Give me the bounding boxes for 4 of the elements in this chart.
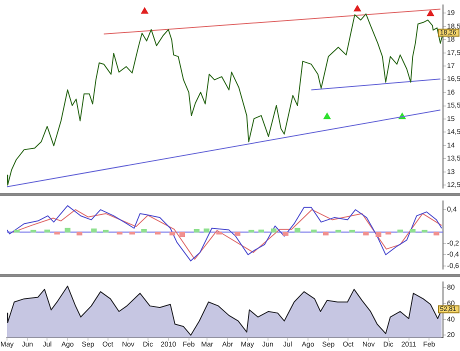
point	[141, 8, 148, 14]
point	[426, 10, 434, 16]
point	[324, 112, 331, 120]
point	[354, 5, 361, 12]
